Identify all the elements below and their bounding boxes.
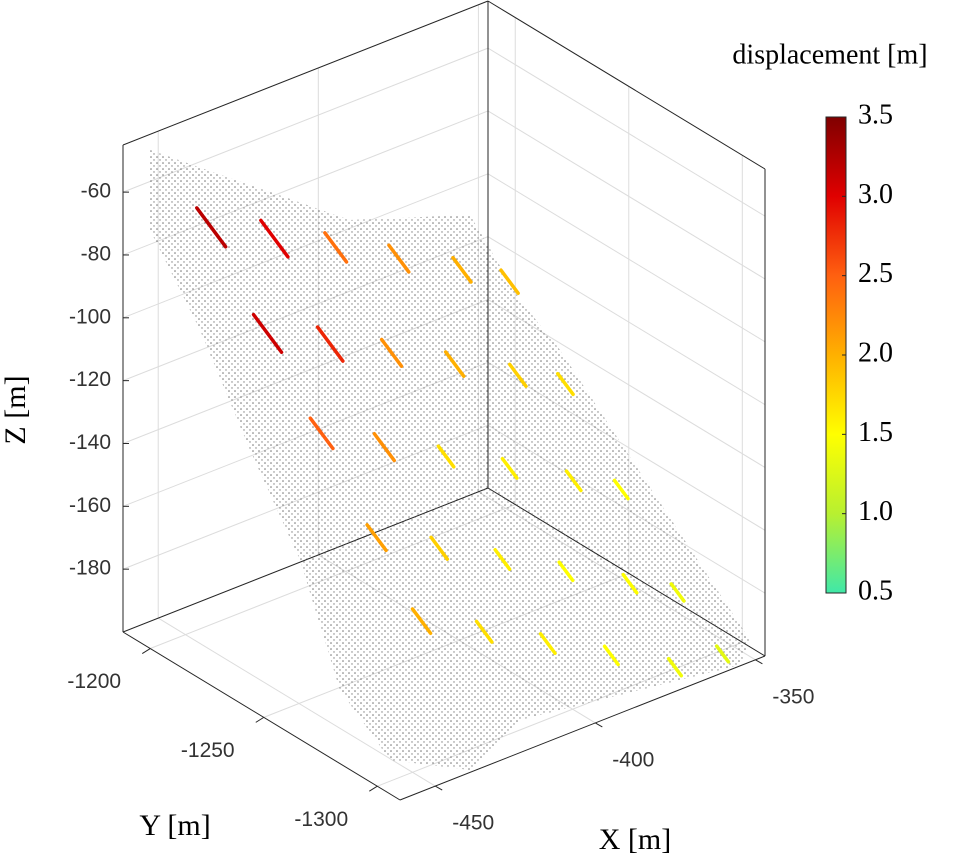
y-tick xyxy=(141,648,151,654)
x-tick-label: -400 xyxy=(612,748,654,771)
displacement-arrow xyxy=(308,416,335,451)
x-tick xyxy=(595,722,603,728)
z-tick-label: -120 xyxy=(69,368,111,391)
displacement-arrow xyxy=(443,350,466,378)
axis-box xyxy=(122,0,489,146)
displacement-arrow xyxy=(500,456,519,480)
x-axis-label: X [m] xyxy=(599,823,671,856)
y-tick xyxy=(369,785,378,792)
displacement-arrow xyxy=(379,337,404,368)
z-tick-label: -180 xyxy=(69,557,111,580)
displacement-arrow xyxy=(451,255,473,284)
displacement-arrow xyxy=(714,644,731,664)
grid-line xyxy=(487,110,766,280)
z-tick-label: -140 xyxy=(69,431,111,454)
displacement-arrow xyxy=(323,231,349,264)
x-tick-label: -350 xyxy=(772,685,814,708)
x-tick xyxy=(434,785,443,791)
y-tick-label: -1250 xyxy=(181,739,235,762)
grid-line xyxy=(487,47,766,217)
x-tick xyxy=(755,659,763,665)
displacement-arrow xyxy=(436,444,456,469)
x-tick-label: -450 xyxy=(452,812,494,835)
displacement-arrow xyxy=(251,312,284,355)
displacement-arrow xyxy=(315,325,345,363)
colorbar-tick-label: 2.0 xyxy=(858,337,893,368)
displacement-arrow xyxy=(365,523,388,553)
y-tick-label: -1300 xyxy=(294,808,348,831)
z-axis-label: Z [m] xyxy=(0,375,32,444)
displacement-arrow xyxy=(372,431,396,463)
displacement-arrow xyxy=(669,582,686,603)
displacement-arrow xyxy=(499,268,520,295)
axis-box xyxy=(122,631,401,801)
y-tick xyxy=(255,716,265,723)
colorbar-tick-label: 3.5 xyxy=(858,99,893,130)
displacement-arrow xyxy=(387,243,411,274)
colorbar-tick-label: 0.5 xyxy=(858,575,893,606)
colorbar-tick-label: 2.5 xyxy=(858,258,893,289)
displacement-arrow xyxy=(507,362,528,388)
y-tick-label: -1200 xyxy=(67,670,121,693)
z-tick-label: -60 xyxy=(81,180,111,203)
z-tick-label: -160 xyxy=(69,494,111,517)
z-tick-label: -80 xyxy=(81,243,111,266)
displacement-arrow xyxy=(259,218,290,259)
z-tick-label: -100 xyxy=(69,305,111,328)
displacement-arrow xyxy=(564,469,583,493)
displacement-arrow xyxy=(195,206,228,249)
colorbar-tick-label: 1.5 xyxy=(858,417,893,448)
displacement-arrow xyxy=(538,632,557,656)
displacement-arrow xyxy=(557,560,575,583)
displacement-arrow xyxy=(621,572,639,595)
displacement-arrow xyxy=(474,619,494,644)
displacement-arrow xyxy=(429,535,450,561)
axis-box xyxy=(487,0,766,170)
displacement-arrow xyxy=(410,607,433,635)
displacement-arrow xyxy=(612,478,630,501)
colorbar-tick-label: 3.0 xyxy=(858,179,893,210)
colorbar-tick-label: 1.0 xyxy=(858,496,893,527)
displacement-arrow xyxy=(602,644,620,667)
grid-line xyxy=(487,173,766,343)
colorbar-title: displacement [m] xyxy=(732,39,927,70)
grid-line xyxy=(487,236,766,406)
displacement-arrow xyxy=(555,371,575,397)
axis-box xyxy=(399,655,766,801)
y-axis-label: Y [m] xyxy=(139,809,210,842)
displacement-arrow xyxy=(666,656,684,678)
displacement-arrow xyxy=(493,547,512,571)
